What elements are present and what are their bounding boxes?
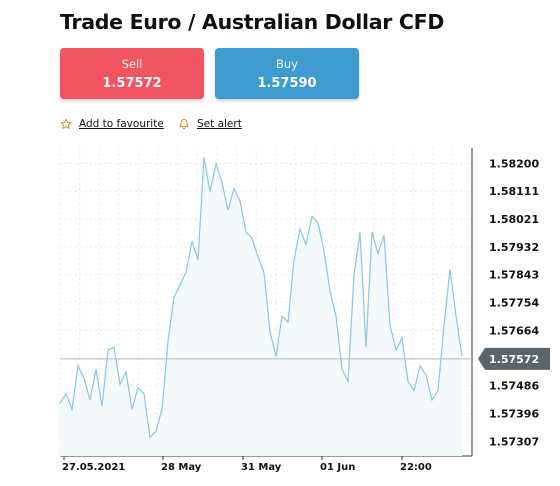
price-chart: 1.58200 1.58111 1.58021 1.57932 1.57843 1.577… bbox=[59, 148, 550, 473]
y-tick-label: 1.58021 bbox=[489, 213, 539, 226]
y-tick-label: 1.57754 bbox=[489, 296, 539, 309]
sell-button[interactable]: Sell 1.57572 bbox=[60, 48, 204, 99]
x-tick-label: 31 May bbox=[241, 462, 282, 473]
y-tick-label: 1.57843 bbox=[489, 269, 539, 282]
star-icon bbox=[60, 118, 72, 130]
current-price-tag bbox=[478, 347, 550, 370]
x-tick-label: 27.05.2021 bbox=[62, 462, 125, 473]
y-tick-label: 1.57486 bbox=[489, 380, 539, 393]
x-tick-label: 01 Jun bbox=[320, 462, 355, 473]
add-to-favourite-link[interactable]: Add to favourite bbox=[60, 118, 164, 130]
sell-label: Sell bbox=[121, 57, 143, 71]
x-tick-label: 28 May bbox=[161, 462, 202, 473]
price-line bbox=[59, 157, 463, 439]
buy-price: 1.57590 bbox=[257, 76, 317, 91]
buy-button[interactable]: Buy 1.57590 bbox=[215, 48, 359, 99]
add-to-favourite-label: Add to favourite bbox=[79, 118, 164, 130]
sell-price: 1.57572 bbox=[102, 76, 162, 91]
current-price-label: 1.57572 bbox=[489, 353, 539, 366]
y-tick-label: 1.58200 bbox=[489, 158, 539, 171]
y-tick-label: 1.57932 bbox=[489, 241, 539, 254]
y-tick-label: 1.57664 bbox=[489, 324, 539, 337]
y-tick-label: 1.57307 bbox=[489, 435, 539, 448]
bell-icon bbox=[178, 118, 190, 130]
price-area bbox=[60, 157, 462, 457]
y-tick-label: 1.58111 bbox=[489, 185, 539, 198]
x-tick-label: 22:00 bbox=[400, 462, 432, 473]
set-alert-link[interactable]: Set alert bbox=[178, 118, 242, 130]
page-title: Trade Euro / Australian Dollar CFD bbox=[60, 10, 445, 34]
y-tick-label: 1.57396 bbox=[489, 408, 539, 421]
set-alert-label: Set alert bbox=[197, 118, 242, 130]
buy-label: Buy bbox=[276, 57, 298, 71]
